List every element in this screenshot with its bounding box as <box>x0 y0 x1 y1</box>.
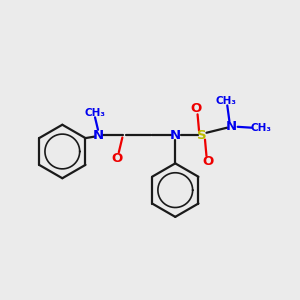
Text: O: O <box>202 155 214 168</box>
Text: N: N <box>226 120 237 133</box>
Text: CH₃: CH₃ <box>215 96 236 106</box>
Text: CH₃: CH₃ <box>85 108 106 118</box>
Text: O: O <box>112 152 123 165</box>
Text: CH₃: CH₃ <box>251 123 272 133</box>
Text: S: S <box>197 129 207 142</box>
Text: O: O <box>190 103 202 116</box>
Text: N: N <box>92 129 104 142</box>
Text: N: N <box>170 129 181 142</box>
